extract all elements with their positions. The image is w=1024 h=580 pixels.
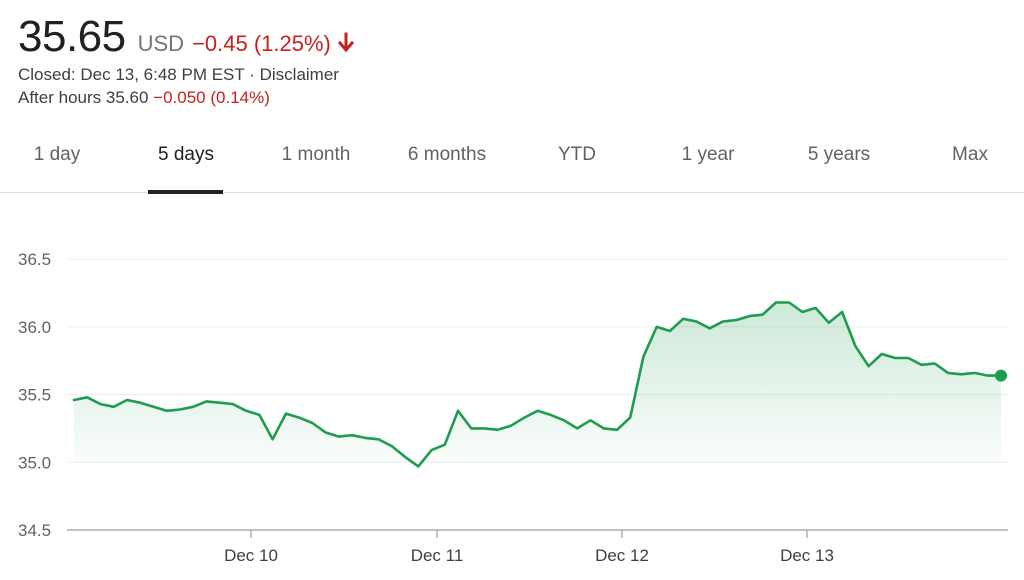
grid-lines [67, 258, 1008, 531]
tab-5-days[interactable]: 5 days [158, 144, 214, 165]
price-row: 35.65 USD −0.45 (1.25%) [18, 12, 355, 62]
current-price: 35.65 [18, 12, 126, 61]
after-hours-info: After hours 35.60 −0.050 (0.14%) [18, 88, 355, 108]
y-axis-ticks: 34.5 35.0 35.5 36.0 36.5 [18, 250, 51, 540]
close-info: Closed: Dec 13, 6:48 PM EST · Disclaimer [18, 65, 355, 85]
y-tick-label: 34.5 [18, 521, 51, 540]
last-price-marker[interactable] [995, 369, 1007, 382]
y-tick-label: 36.0 [18, 318, 51, 337]
x-tick-label: Dec 10 [224, 546, 278, 565]
tab-1-month[interactable]: 1 month [281, 144, 351, 165]
range-tabs: 1 day 5 days 1 month 6 months YTD 1 year… [0, 136, 1024, 193]
tab-1-day[interactable]: 1 day [33, 144, 81, 165]
closed-time: Closed: Dec 13, 6:48 PM EST [18, 65, 245, 84]
x-tick-label: Dec 11 [411, 546, 464, 565]
tab-1-year[interactable]: 1 year [681, 144, 735, 165]
after-hours-change: −0.050 (0.14%) [153, 88, 270, 107]
currency-code: USD [137, 31, 185, 56]
x-tick-label: Dec 12 [595, 546, 649, 565]
x-tick-label: Dec 13 [780, 546, 834, 565]
quote-header: 35.65 USD −0.45 (1.25%) Closed: Dec 13, … [18, 12, 355, 108]
y-tick-label: 35.5 [18, 386, 51, 405]
price-change: −0.45 (1.25%) [192, 31, 331, 56]
y-tick-label: 35.0 [18, 453, 51, 472]
price-chart: 34.535.035.536.036.5 Dec 10 Dec 11 Dec 12 D… [18, 250, 1008, 565]
price-area [74, 302, 1001, 467]
price-line [72, 301, 1003, 468]
tab-ytd[interactable]: YTD [558, 144, 596, 165]
after-hours-price: After hours 35.60 [18, 88, 149, 107]
tab-max[interactable]: Max [952, 144, 988, 165]
active-tab-indicator [148, 190, 223, 194]
tab-5-years[interactable]: 5 years [807, 144, 871, 165]
separator: · [249, 65, 255, 84]
arrow-down-icon [337, 32, 355, 54]
tab-6-months[interactable]: 6 months [407, 144, 487, 165]
x-axis-ticks: Dec 10 Dec 11 Dec 12 Dec 13 [224, 530, 834, 565]
disclaimer-link[interactable]: Disclaimer [259, 65, 339, 84]
y-tick-label: 36.5 [18, 250, 51, 269]
